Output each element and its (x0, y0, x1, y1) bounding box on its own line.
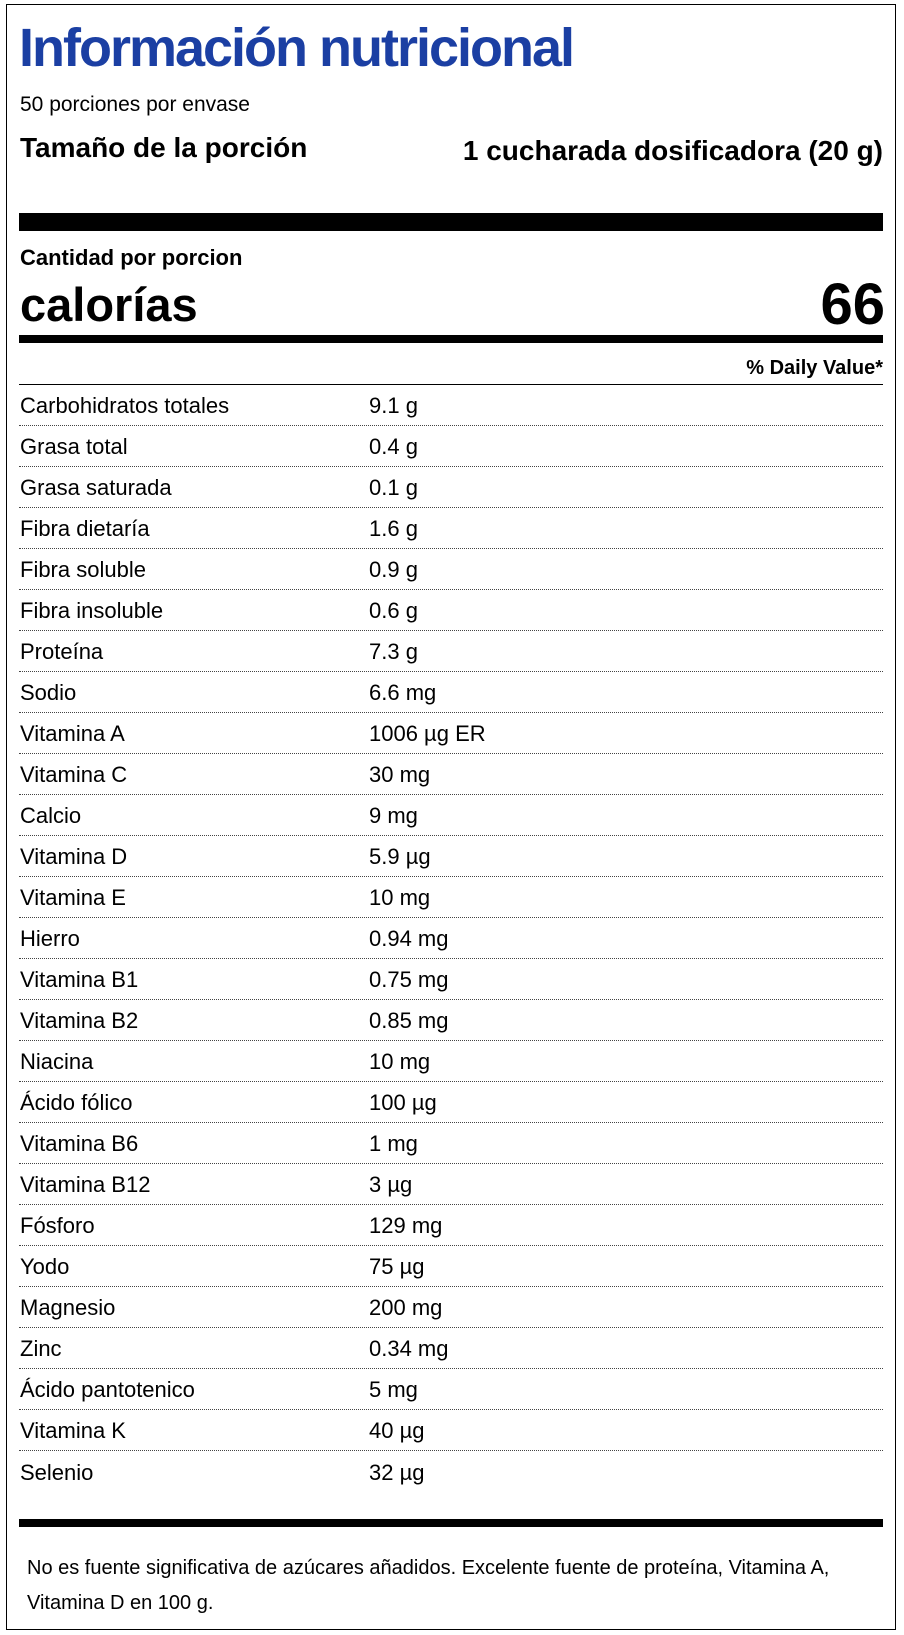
nutrient-row: Vitamina B12 3 µg (19, 1164, 883, 1205)
nutrient-row: Vitamina B6 1 mg (19, 1123, 883, 1164)
title: Información nutricional (19, 18, 575, 78)
nutrient-name: Yodo (20, 1254, 70, 1279)
nutrient-amount: 0.75 mg (369, 967, 449, 992)
servings: 50 porciones por envase (20, 93, 250, 116)
nutrient-row: Grasa total 0.4 g (19, 426, 883, 467)
nutrient-row: Vitamina C 30 mg (19, 754, 883, 795)
nutrient-name: Fósforo (20, 1213, 95, 1238)
nutrient-name: Ácido fólico (20, 1090, 133, 1115)
nutrient-row: Selenio 32 µg (19, 1451, 883, 1492)
nutrient-name: Vitamina A (20, 721, 125, 746)
nutrient-name: Selenio (20, 1460, 94, 1485)
nutrient-amount: 5.9 µg (369, 844, 431, 869)
nutrient-row: Fibra dietaría 1.6 g (19, 508, 883, 549)
nutrient-name: Vitamina D (20, 844, 128, 869)
nutrient-name: Grasa saturada (20, 475, 172, 500)
nutrient-row: Niacina 10 mg (19, 1041, 883, 1082)
nutrient-amount: 30 mg (369, 762, 431, 787)
nutrient-amount: 100 µg (369, 1090, 437, 1115)
nutrient-amount: 1 mg (369, 1131, 418, 1156)
calories-label: calorías (20, 278, 198, 331)
nutrient-amount: 75 µg (369, 1254, 425, 1279)
nutrition-label: Información nutricional 50 porciones por… (6, 4, 896, 1630)
nutrient-name: Vitamina B2 (20, 1008, 139, 1033)
calories-value: 66 (820, 272, 885, 337)
nutrient-name: Fibra dietaría (20, 516, 150, 541)
nutrient-name: Vitamina B1 (20, 967, 139, 992)
nutrient-amount: 10 mg (369, 1049, 431, 1074)
nutrient-row: Fibra insoluble 0.6 g (19, 590, 883, 631)
nutrient-row: Sodio 6.6 mg (19, 672, 883, 713)
nutrient-amount: 3 µg (369, 1172, 413, 1197)
nutrient-row: Calcio 9 mg (19, 795, 883, 836)
nutrient-amount: 200 mg (369, 1295, 443, 1320)
nutrient-amount: 0.34 mg (369, 1336, 449, 1361)
amount-per-serving: Cantidad por porcion (20, 245, 243, 270)
nutrient-amount: 0.6 g (369, 598, 418, 623)
nutrient-name: Vitamina B6 (20, 1131, 139, 1156)
serving-size-value: 1 cucharada dosificadora (20 g) (462, 135, 883, 166)
nutrient-name: Sodio (20, 680, 77, 705)
nutrient-row: Proteína 7.3 g (19, 631, 883, 672)
nutrient-amount: 6.6 mg (369, 680, 437, 705)
nutrient-amount: 0.85 mg (369, 1008, 449, 1033)
nutrient-name: Fibra insoluble (20, 598, 164, 623)
nutrient-amount: 1006 µg ER (369, 721, 486, 746)
medium-rule (19, 335, 883, 343)
nutrient-row: Fibra soluble 0.9 g (19, 549, 883, 590)
nutrient-amount: 5 mg (369, 1377, 418, 1402)
nutrient-amount: 129 mg (369, 1213, 443, 1238)
serving-size-label: Tamaño de la porción (20, 132, 308, 163)
nutrient-amount: 9 mg (369, 803, 418, 828)
nutrient-row: Carbohidratos totales 9.1 g (19, 385, 883, 426)
thick-rule (19, 213, 883, 231)
nutrient-row: Grasa saturada 0.1 g (19, 467, 883, 508)
nutrient-amount: 32 µg (369, 1460, 425, 1485)
footnote: No es fuente significativa de azúcares a… (27, 1557, 830, 1614)
nutrient-amount: 10 mg (369, 885, 431, 910)
nutrient-amount: 0.4 g (369, 434, 418, 459)
nutrient-row: Vitamina B2 0.85 mg (19, 1000, 883, 1041)
nutrient-name: Vitamina K (20, 1418, 126, 1443)
nutrient-amount: 1.6 g (369, 516, 418, 541)
nutrient-name: Hierro (20, 926, 80, 951)
nutrient-amount: 9.1 g (369, 393, 418, 418)
nutrient-name: Magnesio (20, 1295, 116, 1320)
nutrient-amount: 7.3 g (369, 639, 418, 664)
nutrient-name: Vitamina B12 (20, 1172, 151, 1197)
nutrient-name: Fibra soluble (20, 557, 146, 582)
nutrient-row: Vitamina A 1006 µg ER (19, 713, 883, 754)
nutrient-name: Vitamina E (20, 885, 126, 910)
nutrient-name: Grasa total (20, 434, 128, 459)
nutrient-row: Zinc 0.34 mg (19, 1328, 883, 1369)
bottom-rule (19, 1519, 883, 1527)
nutrient-name: Carbohidratos totales (20, 393, 230, 418)
nutrient-row: Hierro 0.94 mg (19, 918, 883, 959)
nutrient-row: Ácido fólico 100 µg (19, 1082, 883, 1123)
nutrient-amount: 0.1 g (369, 475, 418, 500)
nutrient-name: Zinc (20, 1336, 62, 1361)
nutrient-amount: 40 µg (369, 1418, 425, 1443)
nutrient-row: Yodo 75 µg (19, 1246, 883, 1287)
nutrient-amount: 0.94 mg (369, 926, 449, 951)
nutrient-name: Niacina (20, 1049, 94, 1074)
nutrient-name: Ácido pantotenico (20, 1377, 195, 1402)
nutrient-row: Fósforo 129 mg (19, 1205, 883, 1246)
nutrient-row: Ácido pantotenico 5 mg (19, 1369, 883, 1410)
nutrient-name: Calcio (20, 803, 82, 828)
nutrient-row: Magnesio 200 mg (19, 1287, 883, 1328)
nutrient-name: Proteína (20, 639, 104, 664)
nutrient-amount: 0.9 g (369, 557, 418, 582)
nutrient-row: Vitamina K 40 µg (19, 1410, 883, 1451)
nutrient-row: Vitamina B1 0.75 mg (19, 959, 883, 1000)
daily-value-header: % Daily Value* (746, 357, 883, 379)
nutrient-name: Vitamina C (20, 762, 128, 787)
nutrient-rows: Carbohidratos totales 9.1 g Grasa total 0.4… (19, 384, 883, 1492)
nutrient-row: Vitamina D 5.9 µg (19, 836, 883, 877)
nutrient-row: Vitamina E 10 mg (19, 877, 883, 918)
